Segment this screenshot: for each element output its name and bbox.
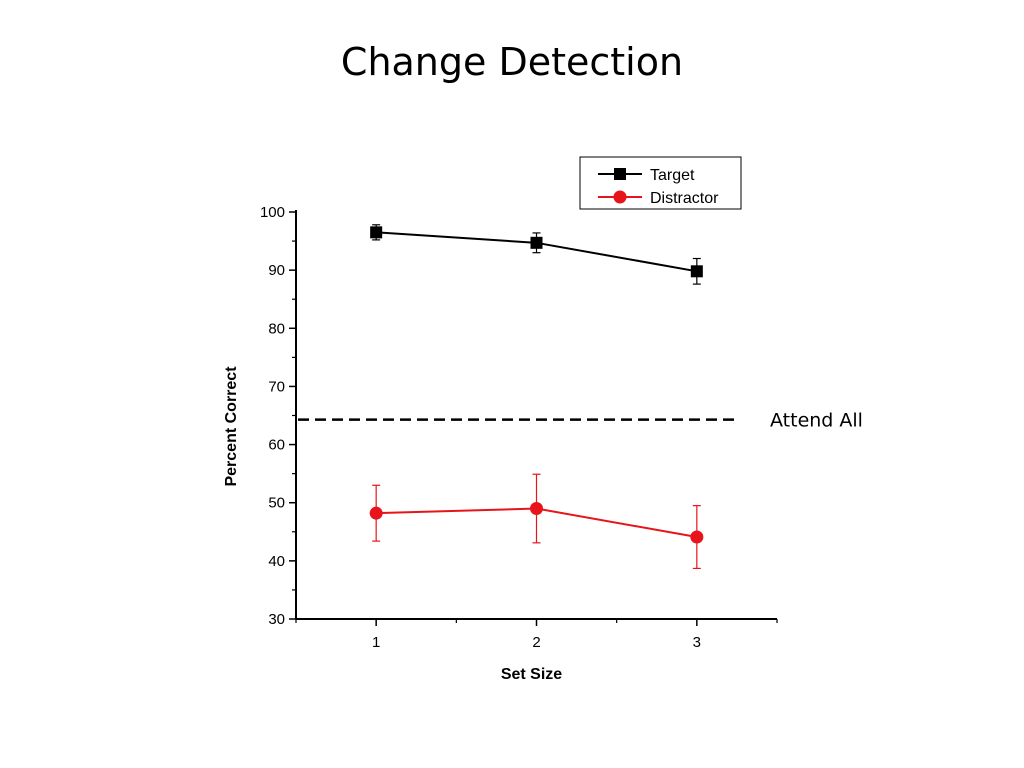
y-tick-label: 70	[268, 378, 285, 395]
y-tick-label: 60	[268, 437, 285, 454]
reference-lines: Attend All	[298, 410, 863, 432]
series-group	[369, 224, 704, 570]
y-tick-label: 90	[268, 262, 285, 279]
data-point	[530, 236, 543, 249]
x-tick-label: 2	[532, 634, 540, 651]
x-axis-title: Set Size	[501, 666, 562, 683]
y-tick-label: 50	[268, 495, 285, 512]
series-distractor	[369, 473, 704, 570]
x-tick-label: 1	[372, 634, 380, 651]
slide-title: Change Detection	[340, 40, 684, 84]
legend-label: Target	[650, 167, 695, 184]
series-target	[370, 224, 703, 285]
x-tick-label: 3	[693, 634, 701, 651]
legend-label: Distractor	[650, 190, 719, 207]
legend-box	[579, 156, 742, 210]
reference-line-label: Attend All	[770, 410, 863, 432]
data-point	[530, 502, 543, 516]
legend-marker	[613, 190, 627, 204]
y-tick-label: 40	[268, 553, 285, 570]
legend-item: Distractor	[598, 190, 719, 207]
axes: 30 40 50 60 70 80 90 100 1 2 3 Set Size Percent Corr…	[223, 204, 778, 683]
legend-marker	[614, 168, 626, 180]
y-tick-label: 80	[268, 320, 285, 337]
data-point	[690, 530, 704, 544]
legend: Target Distractor	[579, 156, 742, 210]
y-tick-label: 100	[260, 204, 285, 221]
data-point	[690, 265, 703, 278]
legend-item: Target	[598, 167, 695, 184]
y-axis-title: Percent Correct	[223, 366, 240, 487]
data-point	[370, 226, 383, 239]
data-point	[369, 506, 383, 520]
y-tick-label: 30	[268, 611, 285, 628]
